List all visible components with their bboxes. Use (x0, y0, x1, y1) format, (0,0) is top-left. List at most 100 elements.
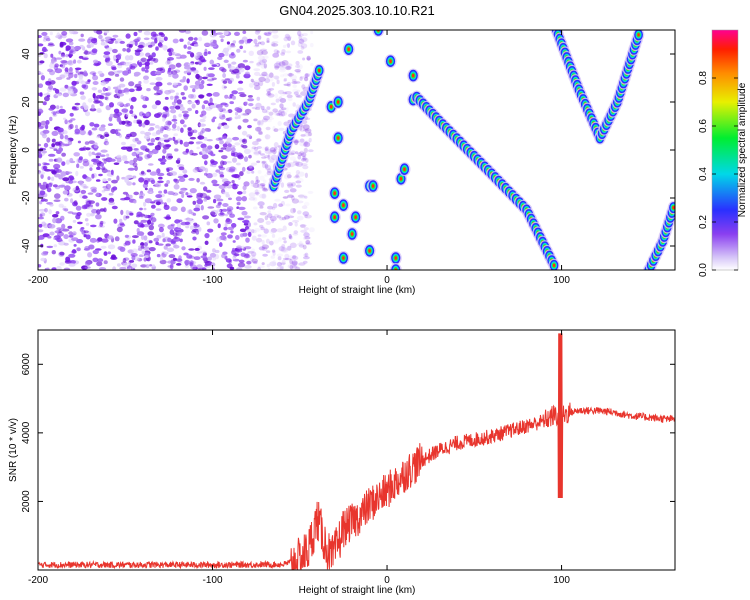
noise-speckle (272, 260, 277, 266)
noise-speckle (237, 191, 243, 195)
noise-speckle (204, 172, 208, 176)
noise-speckle (207, 51, 211, 55)
noise-speckle (305, 158, 309, 163)
heatmap-y-axis-label: Frequency (Hz) (8, 116, 19, 185)
noise-speckle (272, 202, 278, 209)
noise-speckle (183, 124, 187, 128)
noise-speckle (281, 259, 286, 265)
noise-speckle (210, 159, 215, 164)
noise-speckle (106, 142, 110, 146)
noise-speckle (197, 135, 205, 140)
noise-speckle (287, 43, 290, 48)
noise-speckle (274, 93, 279, 99)
heatmap-cluster-core (389, 59, 392, 63)
noise-speckle (38, 53, 42, 57)
noise-speckle (256, 179, 260, 183)
noise-speckle (188, 248, 195, 251)
noise-speckle (234, 111, 239, 116)
noise-speckle (310, 42, 314, 48)
noise-speckle (148, 224, 154, 231)
noise-speckle (262, 162, 266, 169)
noise-speckle (288, 72, 293, 78)
noise-speckle (99, 95, 105, 100)
noise-speckle (112, 266, 116, 270)
noise-speckle (265, 164, 271, 171)
noise-speckle (194, 100, 199, 103)
noise-speckle (147, 142, 155, 146)
noise-speckle (109, 113, 114, 118)
noise-speckle (100, 81, 107, 86)
noise-speckle (141, 67, 146, 72)
noise-speckle (150, 179, 156, 184)
noise-speckle (68, 72, 74, 79)
noise-speckle (286, 63, 293, 67)
noise-speckle (263, 63, 268, 69)
noise-speckle (217, 201, 222, 205)
noise-speckle (140, 57, 147, 62)
noise-speckle (302, 129, 309, 132)
noise-speckle (165, 167, 174, 171)
noise-speckle (286, 81, 292, 87)
noise-speckle (192, 212, 197, 216)
noise-speckle (96, 108, 102, 113)
noise-speckle (283, 240, 287, 244)
noise-speckle (79, 166, 84, 169)
noise-speckle (295, 170, 300, 175)
noise-speckle (167, 48, 172, 53)
noise-speckle (54, 193, 61, 199)
noise-speckle (220, 160, 225, 166)
noise-speckle (284, 173, 291, 180)
noise-speckle (251, 182, 255, 187)
noise-speckle (260, 234, 267, 238)
noise-speckle (285, 50, 292, 54)
noise-speckle (306, 57, 312, 61)
noise-speckle (198, 36, 203, 42)
noise-speckle (242, 59, 248, 63)
noise-speckle (121, 141, 126, 146)
noise-speckle (195, 141, 203, 144)
noise-speckle (103, 51, 111, 55)
noise-speckle (171, 118, 178, 122)
figure-title: GN04.2025.303.10.10.R21 (279, 3, 434, 18)
noise-speckle (291, 255, 299, 261)
noise-speckle (280, 111, 286, 117)
noise-speckle (258, 80, 264, 87)
noise-speckle (91, 208, 98, 214)
noise-speckle (165, 144, 172, 148)
noise-speckle (162, 117, 166, 122)
noise-speckle (160, 142, 165, 148)
noise-speckle (277, 110, 283, 116)
noise-speckle (107, 251, 112, 255)
noise-speckle (60, 215, 65, 221)
noise-speckle (253, 151, 261, 156)
noise-speckle (201, 104, 206, 110)
noise-speckle (76, 106, 80, 109)
noise-speckle (107, 91, 112, 95)
noise-speckle (203, 198, 208, 202)
noise-speckle (228, 197, 232, 201)
noise-speckle (227, 63, 232, 66)
noise-speckle (160, 255, 163, 261)
noise-speckle (280, 247, 287, 252)
noise-speckle (232, 40, 237, 44)
noise-speckle (281, 49, 286, 54)
heatmap-cluster (367, 179, 380, 193)
noise-speckle (263, 115, 270, 121)
noise-speckle (304, 73, 309, 78)
noise-speckle (47, 182, 53, 188)
noise-speckle (278, 109, 285, 114)
noise-speckle (124, 120, 131, 124)
noise-speckle (276, 253, 283, 257)
noise-speckle (69, 157, 74, 164)
noise-speckle (307, 149, 314, 153)
noise-speckle (38, 229, 44, 233)
noise-speckle (260, 51, 264, 55)
noise-speckle (173, 244, 180, 249)
noise-speckle (111, 66, 117, 71)
noise-speckle (111, 179, 118, 184)
noise-speckle (165, 243, 171, 247)
noise-speckle (152, 33, 159, 37)
noise-speckle (229, 213, 236, 218)
noise-speckle (247, 98, 255, 102)
noise-speckle (148, 240, 153, 244)
